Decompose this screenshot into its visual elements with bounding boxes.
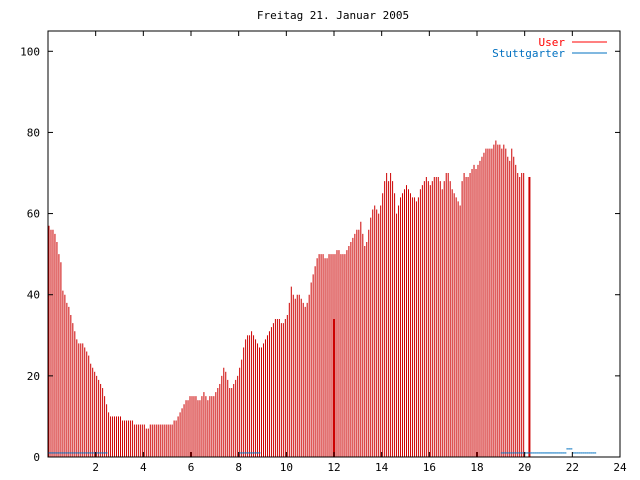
legend: User Stuttgarter — [492, 36, 607, 60]
legend-label-stuttgarter: Stuttgarter — [492, 47, 565, 60]
y-tick-label: 0 — [33, 451, 40, 464]
x-tick-label: 24 — [613, 461, 627, 474]
x-tick-label: 10 — [280, 461, 293, 474]
x-tick-label: 6 — [188, 461, 195, 474]
y-tick-label: 100 — [20, 45, 40, 58]
x-tick-label: 2 — [92, 461, 99, 474]
bars-layer — [48, 140, 597, 457]
x-tick-label: 12 — [327, 461, 340, 474]
y-tick-label: 20 — [27, 370, 40, 383]
x-tick-label: 22 — [566, 461, 579, 474]
x-tick-label: 20 — [518, 461, 531, 474]
legend-label-user: User — [539, 36, 566, 49]
y-tick-label: 40 — [27, 289, 40, 302]
x-tick-label: 8 — [235, 461, 242, 474]
y-tick-label: 60 — [27, 208, 40, 221]
x-tick-label: 18 — [470, 461, 483, 474]
x-tick-label: 14 — [375, 461, 389, 474]
x-tick-label: 16 — [423, 461, 436, 474]
chart-title: Freitag 21. Januar 2005 — [257, 9, 409, 22]
x-tick-label: 4 — [140, 461, 147, 474]
y-tick-label: 80 — [27, 126, 40, 139]
